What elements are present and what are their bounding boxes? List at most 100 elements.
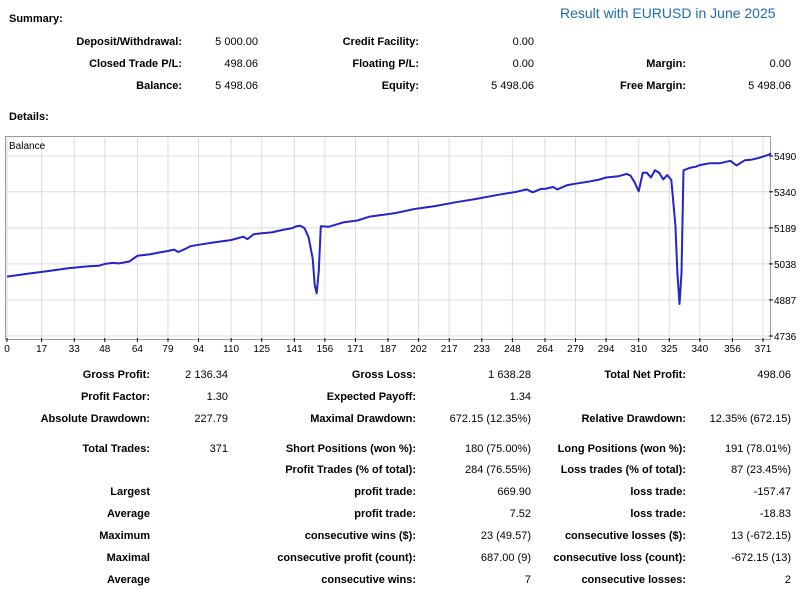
stats-row-loss-label: consecutive losses ($): bbox=[564, 530, 686, 542]
x-tick-label: 171 bbox=[347, 344, 364, 355]
stats-row-profit-label: consecutive profit (count): bbox=[277, 552, 416, 564]
expected-payoff-value: 1.34 bbox=[509, 391, 531, 403]
stats-row-loss-value: -18.83 bbox=[759, 508, 791, 520]
stats-row-profit-value: 23 (49.57) bbox=[480, 530, 531, 542]
margin-value: 0.00 bbox=[769, 58, 791, 70]
x-tick-label: 141 bbox=[286, 344, 303, 355]
total-net-profit-label: Total Net Profit: bbox=[604, 369, 686, 381]
stats-row-profit-value: 7 bbox=[524, 574, 531, 586]
long-positions-value: 191 (78.01%) bbox=[724, 443, 791, 455]
x-tick-label: 233 bbox=[473, 344, 490, 355]
margin-label: Margin: bbox=[646, 58, 686, 70]
y-tick-label: 4736 bbox=[774, 332, 797, 343]
x-tick-label: 340 bbox=[691, 344, 708, 355]
stats-row-group-label: Average bbox=[106, 508, 150, 520]
loss-trades-label: Loss trades (% of total): bbox=[560, 464, 686, 476]
stats-row-profit-label: profit trade: bbox=[354, 508, 416, 520]
stats-row-loss-label: loss trade: bbox=[630, 508, 686, 520]
profit-factor-label: Profit Factor: bbox=[80, 391, 150, 403]
equity-label: Equity: bbox=[381, 80, 419, 92]
x-tick-label: 125 bbox=[253, 344, 270, 355]
maximal-drawdown-value: 672.15 (12.35%) bbox=[449, 413, 531, 425]
x-tick-label: 294 bbox=[598, 344, 615, 355]
stats-row-profit-value: 687.00 (9) bbox=[480, 552, 531, 564]
x-tick-label: 310 bbox=[630, 344, 647, 355]
series-label: Balance bbox=[9, 141, 46, 152]
x-tick-label: 325 bbox=[661, 344, 678, 355]
floating-pl-label: Floating P/L: bbox=[352, 58, 419, 70]
stats-row-profit-label: consecutive wins ($): bbox=[304, 530, 416, 542]
stats-row-profit-value: 669.90 bbox=[497, 486, 531, 498]
stats-row-loss-value: 2 bbox=[784, 574, 791, 586]
equity-value: 5 498.06 bbox=[491, 80, 534, 92]
closed-trade-pl-value: 498.06 bbox=[224, 58, 258, 70]
x-tick-label: 33 bbox=[69, 344, 81, 355]
x-tick-label: 264 bbox=[537, 344, 554, 355]
profit-factor-value: 1.30 bbox=[206, 391, 228, 403]
profit-trades-label: Profit Trades (% of total): bbox=[285, 464, 416, 476]
y-tick-label: 5340 bbox=[774, 188, 797, 199]
y-tick-label: 4887 bbox=[774, 296, 797, 307]
x-tick-label: 356 bbox=[724, 344, 741, 355]
relative-drawdown-value: 12.35% (672.15) bbox=[709, 413, 791, 425]
y-tick-label: 5189 bbox=[774, 224, 797, 235]
gross-loss-label: Gross Loss: bbox=[351, 369, 416, 381]
closed-trade-pl-label: Closed Trade P/L: bbox=[89, 58, 182, 70]
x-tick-label: 248 bbox=[504, 344, 521, 355]
maximal-drawdown-label: Maximal Drawdown: bbox=[310, 413, 416, 425]
summary-heading: Summary: bbox=[9, 13, 63, 25]
x-tick-label: 0 bbox=[4, 344, 10, 355]
balance-value: 5 498.06 bbox=[215, 80, 258, 92]
free-margin-label: Free Margin: bbox=[619, 80, 686, 92]
x-tick-label: 64 bbox=[132, 344, 144, 355]
stats-row-loss-label: consecutive loss (count): bbox=[553, 552, 686, 564]
deposit-withdrawal-value: 5 000.00 bbox=[215, 36, 258, 48]
x-tick-label: 48 bbox=[99, 344, 111, 355]
x-tick-label: 17 bbox=[36, 344, 48, 355]
floating-pl-value: 0.00 bbox=[512, 58, 534, 70]
details-heading: Details: bbox=[9, 111, 49, 123]
long-positions-label: Long Positions (won %): bbox=[557, 443, 686, 455]
x-tick-label: 217 bbox=[441, 344, 458, 355]
stats-row-profit-label: consecutive wins: bbox=[321, 574, 416, 586]
balance-line bbox=[6, 152, 772, 305]
x-tick-label: 279 bbox=[567, 344, 584, 355]
total-trades-value: 371 bbox=[209, 443, 228, 455]
stats-row-loss-value: 13 (-672.15) bbox=[731, 530, 791, 542]
x-tick-label: 156 bbox=[317, 344, 334, 355]
y-tick-label: 5490 bbox=[774, 152, 797, 163]
stats-row-loss-value: -157.47 bbox=[753, 486, 791, 498]
credit-facility-label: Credit Facility: bbox=[342, 36, 419, 48]
x-tick-label: 187 bbox=[380, 344, 397, 355]
stats-row-group-label: Average bbox=[106, 574, 150, 586]
free-margin-value: 5 498.06 bbox=[748, 80, 791, 92]
stats-row-loss-value: -672.15 (13) bbox=[731, 552, 791, 564]
stats-row-group-label: Maximal bbox=[106, 552, 150, 564]
loss-trades-value: 87 (23.45%) bbox=[731, 464, 791, 476]
stats-row-group-label: Largest bbox=[110, 486, 150, 498]
absolute-drawdown-value: 227.79 bbox=[194, 413, 228, 425]
stats-row-profit-value: 7.52 bbox=[509, 508, 531, 520]
gross-loss-value: 1 638.28 bbox=[488, 369, 531, 381]
stats-row-profit-label: profit trade: bbox=[354, 486, 416, 498]
gross-profit-label: Gross Profit: bbox=[82, 369, 150, 381]
credit-facility-value: 0.00 bbox=[512, 36, 534, 48]
stats-row-loss-label: loss trade: bbox=[630, 486, 686, 498]
profit-trades-value: 284 (76.55%) bbox=[464, 464, 531, 476]
x-tick-label: 371 bbox=[755, 344, 772, 355]
x-tick-label: 94 bbox=[193, 344, 205, 355]
gross-profit-value: 2 136.34 bbox=[185, 369, 228, 381]
expected-payoff-label: Expected Payoff: bbox=[326, 391, 416, 403]
short-positions-label: Short Positions (won %): bbox=[285, 443, 416, 455]
deposit-withdrawal-label: Deposit/Withdrawal: bbox=[76, 36, 182, 48]
report-title: Result with EURUSD in June 2025 bbox=[560, 5, 776, 21]
absolute-drawdown-label: Absolute Drawdown: bbox=[40, 413, 150, 425]
x-tick-label: 110 bbox=[223, 344, 239, 355]
short-positions-value: 180 (75.00%) bbox=[464, 443, 531, 455]
balance-chart: Balance 0 17 33 48 64 79 94 110 125 141 156 171 187 20… bbox=[4, 138, 797, 355]
balance-label: Balance: bbox=[136, 80, 182, 92]
total-trades-label: Total Trades: bbox=[82, 443, 150, 455]
x-tick-label: 202 bbox=[410, 344, 427, 355]
x-tick-label: 79 bbox=[162, 344, 174, 355]
relative-drawdown-label: Relative Drawdown: bbox=[581, 413, 686, 425]
